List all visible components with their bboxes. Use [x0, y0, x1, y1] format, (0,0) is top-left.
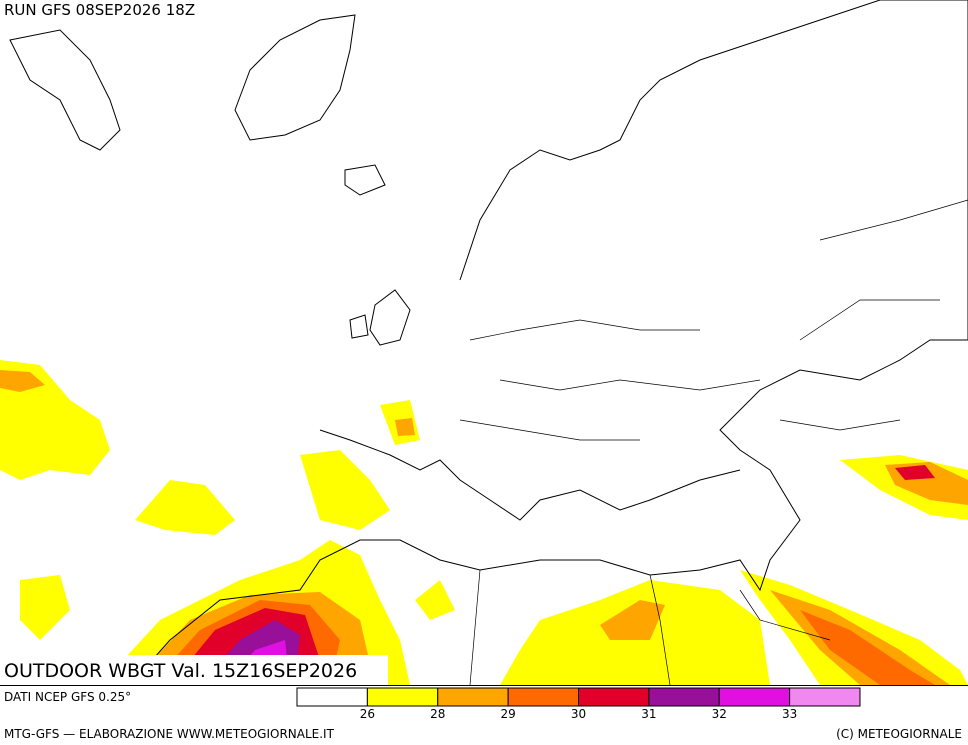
footer-right: (C) METEOGIORNALE — [836, 727, 962, 741]
legend-swatch — [366, 687, 439, 707]
map-background — [0, 0, 968, 685]
canada-coast — [9, 29, 121, 151]
wbgt-area — [800, 610, 935, 685]
title-box — [0, 655, 388, 685]
legend-tick-label: 29 — [500, 707, 515, 721]
legend-swatch — [578, 687, 650, 707]
wbgt-area — [0, 360, 110, 480]
great-britain — [369, 289, 411, 346]
greenland — [234, 14, 356, 141]
product-title: OUTDOOR WBGT Val. 15Z16SEP2026 — [4, 660, 357, 682]
wbgt-area — [20, 575, 70, 640]
mainland-coast — [129, 0, 968, 686]
run-box — [0, 0, 248, 20]
footer-left: MTG-GFS — ELABORAZIONE WWW.METEOGIORNALE… — [4, 727, 335, 741]
source-label: DATI NCEP GFS 0.25° — [4, 690, 131, 704]
mediterranean-north — [319, 429, 741, 521]
wbgt-area — [415, 580, 455, 620]
wbgt-area — [135, 480, 235, 535]
country-borders — [459, 199, 968, 686]
map-field — [0, 0, 968, 686]
legend-swatch — [648, 687, 720, 707]
color-legend: 26 28 29 30 31 32 33 — [296, 687, 861, 721]
run-label: RUN GFS 08SEP2026 18Z — [4, 1, 195, 19]
wbgt-area — [395, 418, 415, 436]
wbgt-area — [300, 450, 390, 530]
legend-tick-label: 30 — [571, 707, 586, 721]
legend-tick-label: 33 — [782, 707, 797, 721]
ireland — [349, 314, 369, 339]
legend-swatch — [718, 687, 791, 707]
legend-swatch — [507, 687, 579, 707]
legend-tick-label: 32 — [712, 707, 727, 721]
wbgt-area — [895, 465, 935, 480]
legend-swatch — [789, 687, 861, 707]
legend-swatch — [437, 687, 509, 707]
legend-swatch — [296, 687, 368, 707]
iceland — [344, 164, 386, 196]
wbgt-area — [600, 600, 665, 640]
legend-tick-label: 28 — [430, 707, 445, 721]
legend-tick-label: 26 — [360, 707, 375, 721]
legend-tick-label: 31 — [641, 707, 656, 721]
wbgt-area — [0, 370, 45, 392]
